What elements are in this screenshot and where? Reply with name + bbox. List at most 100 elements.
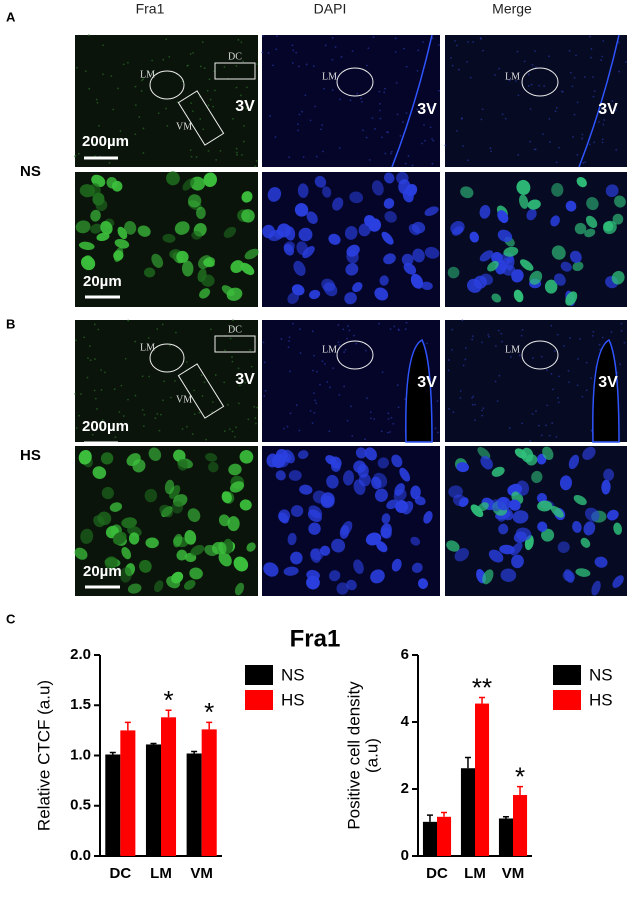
nucleus bbox=[374, 488, 388, 502]
speck bbox=[572, 135, 574, 138]
speck bbox=[451, 64, 454, 67]
nucleus bbox=[554, 273, 566, 286]
nucleus bbox=[187, 508, 201, 522]
speck bbox=[134, 394, 137, 397]
nucleus bbox=[529, 270, 543, 285]
speck bbox=[417, 49, 420, 52]
nucleus bbox=[221, 491, 232, 504]
nucleus bbox=[569, 250, 582, 264]
speck bbox=[619, 363, 621, 366]
error-bar bbox=[109, 751, 116, 755]
nucleus bbox=[410, 273, 424, 289]
nucleus bbox=[336, 582, 349, 595]
speck bbox=[434, 427, 437, 430]
speck bbox=[416, 108, 419, 111]
speck bbox=[185, 361, 188, 363]
nucleus bbox=[329, 570, 341, 582]
speck bbox=[381, 371, 384, 374]
vm-outline bbox=[177, 363, 225, 419]
speck bbox=[501, 340, 503, 343]
speck bbox=[590, 377, 593, 379]
speck bbox=[431, 37, 434, 40]
speck bbox=[508, 427, 511, 429]
speck bbox=[289, 412, 292, 415]
speck bbox=[169, 344, 171, 347]
speck bbox=[601, 55, 604, 58]
ventricle-label: 3V bbox=[417, 101, 437, 118]
nucleus bbox=[201, 274, 215, 287]
nucleus bbox=[320, 492, 335, 507]
speck bbox=[242, 60, 244, 63]
nucleus bbox=[374, 287, 389, 301]
speck bbox=[291, 62, 294, 64]
charts: 0.0 0.5 1.0 1.5 2.0 Relative CTCF (a.u) DC LM * V… bbox=[34, 646, 612, 882]
speck bbox=[494, 345, 497, 347]
speck bbox=[127, 319, 130, 322]
nucleus bbox=[557, 541, 570, 553]
nucleus bbox=[612, 575, 624, 588]
column-header: Merge bbox=[492, 1, 532, 17]
nucleus bbox=[591, 580, 601, 596]
speck bbox=[224, 349, 226, 352]
nucleus bbox=[614, 195, 626, 208]
nucleus bbox=[90, 223, 103, 234]
speck bbox=[236, 153, 238, 156]
speck bbox=[201, 395, 204, 397]
speck bbox=[497, 329, 500, 332]
y-axis-label: Positive cell density bbox=[344, 681, 363, 830]
nucleus bbox=[100, 452, 114, 465]
error-bar bbox=[426, 814, 433, 822]
speck bbox=[75, 427, 78, 429]
micrograph-bg bbox=[445, 35, 627, 167]
speck bbox=[602, 39, 605, 42]
speck bbox=[389, 328, 392, 331]
speck bbox=[334, 75, 337, 78]
speck bbox=[583, 76, 586, 78]
vm-outline bbox=[177, 90, 225, 146]
bar bbox=[513, 795, 528, 856]
nucleus bbox=[582, 446, 596, 461]
speck bbox=[235, 426, 237, 429]
speck bbox=[102, 44, 105, 47]
speck bbox=[373, 418, 376, 421]
nucleus bbox=[181, 260, 194, 277]
speck bbox=[474, 403, 476, 406]
speck bbox=[588, 143, 591, 146]
nucleus bbox=[308, 505, 323, 519]
speck bbox=[593, 90, 596, 92]
nucleus bbox=[417, 578, 429, 589]
speck bbox=[397, 328, 400, 331]
nucleus bbox=[229, 481, 245, 493]
nucleus bbox=[306, 211, 318, 224]
speck bbox=[517, 94, 520, 97]
speck bbox=[516, 50, 519, 53]
nucleus bbox=[586, 197, 599, 211]
speck bbox=[573, 113, 576, 116]
speck bbox=[261, 34, 264, 37]
error-bar bbox=[464, 756, 471, 769]
speck bbox=[558, 375, 560, 378]
speck bbox=[431, 106, 433, 109]
speck bbox=[337, 341, 340, 344]
nucleus bbox=[208, 461, 219, 473]
speck bbox=[117, 87, 119, 90]
panel-label: C bbox=[6, 611, 16, 626]
speck bbox=[286, 425, 289, 428]
speck bbox=[250, 365, 253, 368]
speck bbox=[603, 119, 606, 121]
speck bbox=[142, 127, 145, 130]
speck bbox=[404, 398, 406, 400]
nucleus bbox=[414, 496, 426, 506]
speck bbox=[244, 381, 247, 384]
speck bbox=[534, 50, 536, 52]
nucleus bbox=[339, 525, 350, 539]
y-tick-label: 2.0 bbox=[70, 646, 91, 663]
nucleus bbox=[290, 505, 304, 517]
speck bbox=[203, 67, 206, 70]
speck bbox=[390, 416, 393, 419]
nucleus bbox=[239, 450, 254, 464]
ventricle-label: 3V bbox=[417, 374, 437, 391]
speck bbox=[141, 408, 144, 411]
speck bbox=[577, 358, 579, 360]
speck bbox=[550, 324, 553, 327]
